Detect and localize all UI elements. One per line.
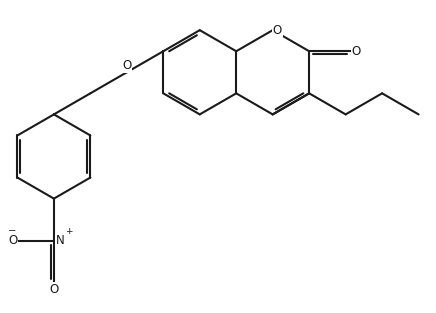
Text: O: O (272, 24, 282, 37)
Text: O: O (49, 283, 58, 296)
Text: +: + (65, 227, 72, 236)
Text: O: O (8, 234, 17, 247)
Text: O: O (351, 45, 361, 58)
Text: O: O (122, 59, 132, 72)
Text: N: N (56, 234, 65, 247)
Text: −: − (8, 226, 17, 236)
